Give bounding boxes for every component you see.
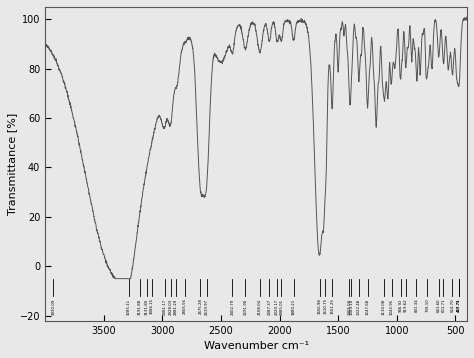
Text: 2402.79: 2402.79 <box>230 299 234 315</box>
Text: 739.10: 739.10 <box>425 299 429 312</box>
Text: 1880.21: 1880.21 <box>292 299 296 315</box>
Text: 1656.98: 1656.98 <box>318 299 322 314</box>
Text: 524.70: 524.70 <box>450 299 455 312</box>
Text: 3191.88: 3191.88 <box>138 299 142 315</box>
Text: 2881.29: 2881.29 <box>174 299 178 315</box>
Text: 2291.90: 2291.90 <box>243 299 247 315</box>
Text: 2087.37: 2087.37 <box>267 299 271 315</box>
Text: 2675.28: 2675.28 <box>198 299 202 314</box>
Text: 1985.01: 1985.01 <box>279 299 283 315</box>
Text: 1389.10: 1389.10 <box>349 299 353 315</box>
Text: 467.75: 467.75 <box>457 299 461 312</box>
Text: 1610.75: 1610.75 <box>323 299 327 314</box>
Text: 1551.25: 1551.25 <box>330 299 334 314</box>
X-axis label: Wavenumber cm⁻¹: Wavenumber cm⁻¹ <box>203 341 309 351</box>
Text: 1247.68: 1247.68 <box>366 299 370 315</box>
Text: 1110.08: 1110.08 <box>382 299 386 315</box>
Text: 966.92: 966.92 <box>399 299 402 312</box>
Text: 3131.80: 3131.80 <box>145 299 149 315</box>
Text: 3285.11: 3285.11 <box>127 299 131 315</box>
Text: 2805.56: 2805.56 <box>183 299 187 314</box>
Text: 919.62: 919.62 <box>404 299 408 312</box>
Text: 2619.97: 2619.97 <box>205 299 209 315</box>
Text: 2168.04: 2168.04 <box>258 299 262 315</box>
Text: 3930.09: 3930.09 <box>51 299 55 315</box>
Text: 641.60: 641.60 <box>437 299 441 312</box>
Text: 2928.03: 2928.03 <box>169 299 173 315</box>
Text: 601.71: 601.71 <box>441 299 446 312</box>
Text: 831.34: 831.34 <box>414 299 419 312</box>
Text: 2981.17: 2981.17 <box>163 299 166 315</box>
Text: 1042.95: 1042.95 <box>390 299 394 315</box>
Text: 2020.17: 2020.17 <box>275 299 279 315</box>
Text: 3086.15: 3086.15 <box>150 299 154 314</box>
Text: 1322.48: 1322.48 <box>357 299 361 315</box>
Y-axis label: Transmittance [%]: Transmittance [%] <box>7 113 17 215</box>
Text: 469.74: 469.74 <box>457 299 461 312</box>
Text: 1405.04: 1405.04 <box>347 299 351 315</box>
